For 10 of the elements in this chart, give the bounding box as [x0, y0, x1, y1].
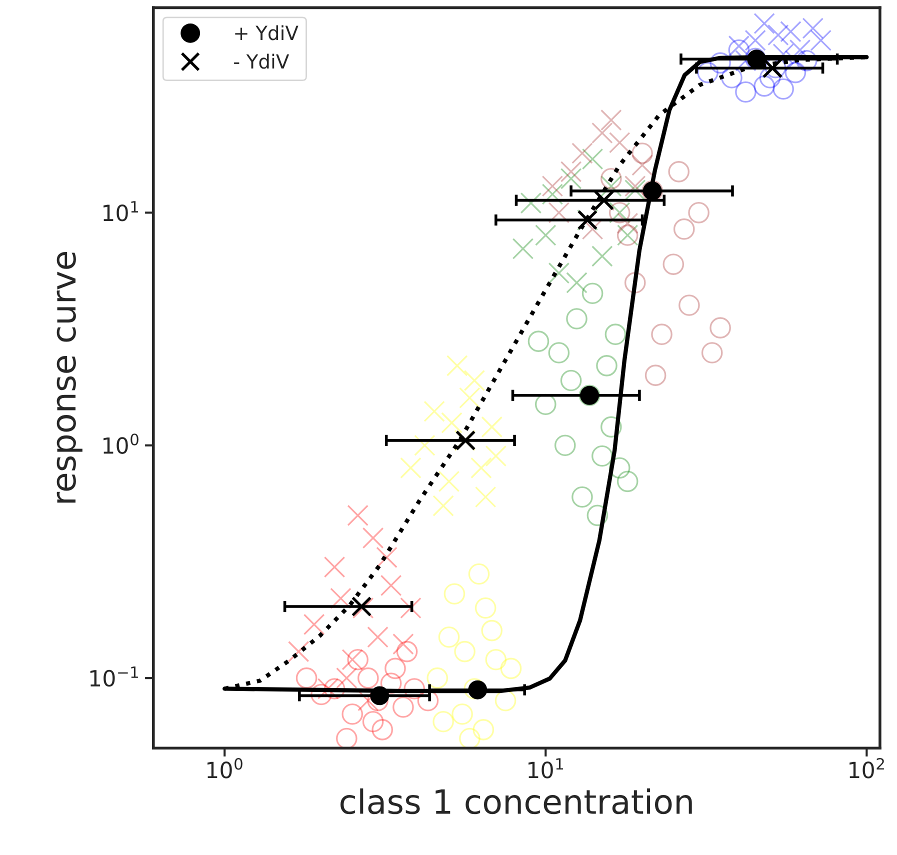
x-axis-title: class 1 concentration — [340, 788, 692, 814]
y-tick-label: 10$^{−1}$ — [90, 666, 138, 687]
x-tick-label: 10$^{1}$ — [528, 758, 564, 778]
y-axis-title: response curve — [56, 252, 82, 503]
y-tick-label: 10$^{0}$ — [104, 434, 138, 454]
x-tick-label: 10$^{0}$ — [207, 758, 242, 778]
legend-label: + YdiV — [235, 25, 298, 40]
y-tick-label: 10$^{1}$ — [104, 201, 138, 222]
x-tick-label: 10$^{2}$ — [850, 758, 884, 778]
legend-label: - YdiV — [234, 54, 290, 69]
